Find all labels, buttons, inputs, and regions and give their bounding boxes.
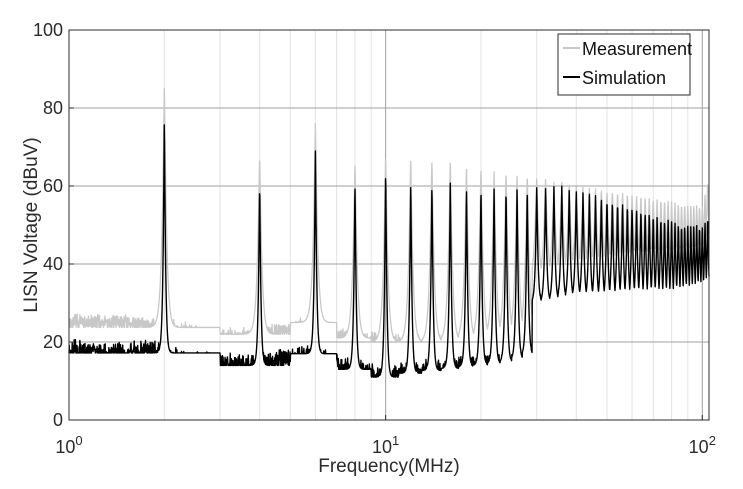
- x-axis-label: Frequency(MHz): [318, 456, 459, 477]
- y-tick-label: 100: [33, 20, 63, 40]
- y-tick-label: 40: [43, 254, 63, 274]
- series-simulation: [68, 124, 710, 378]
- simulation-line: [68, 124, 710, 378]
- x-tick-label: 102: [689, 433, 716, 457]
- legend-label-measurement: Measurement: [582, 39, 692, 59]
- legend-label-simulation: Simulation: [582, 68, 666, 88]
- plot-frame: [68, 29, 710, 421]
- y-tick-label: 80: [43, 98, 63, 118]
- y-tick-label: 60: [43, 176, 63, 196]
- legend-box: [557, 33, 691, 96]
- x-tick-label: 100: [55, 433, 82, 457]
- y-tick-label: 0: [53, 410, 63, 430]
- y-axis-label: LISN Voltage (dBuV): [21, 137, 42, 312]
- y-tick-label: 20: [43, 332, 63, 352]
- ticks: 0 20 40 60 80 100 100 101 102: [33, 20, 716, 457]
- x-tick-label: 101: [372, 433, 399, 457]
- legend: Measurement Simulation: [557, 33, 692, 96]
